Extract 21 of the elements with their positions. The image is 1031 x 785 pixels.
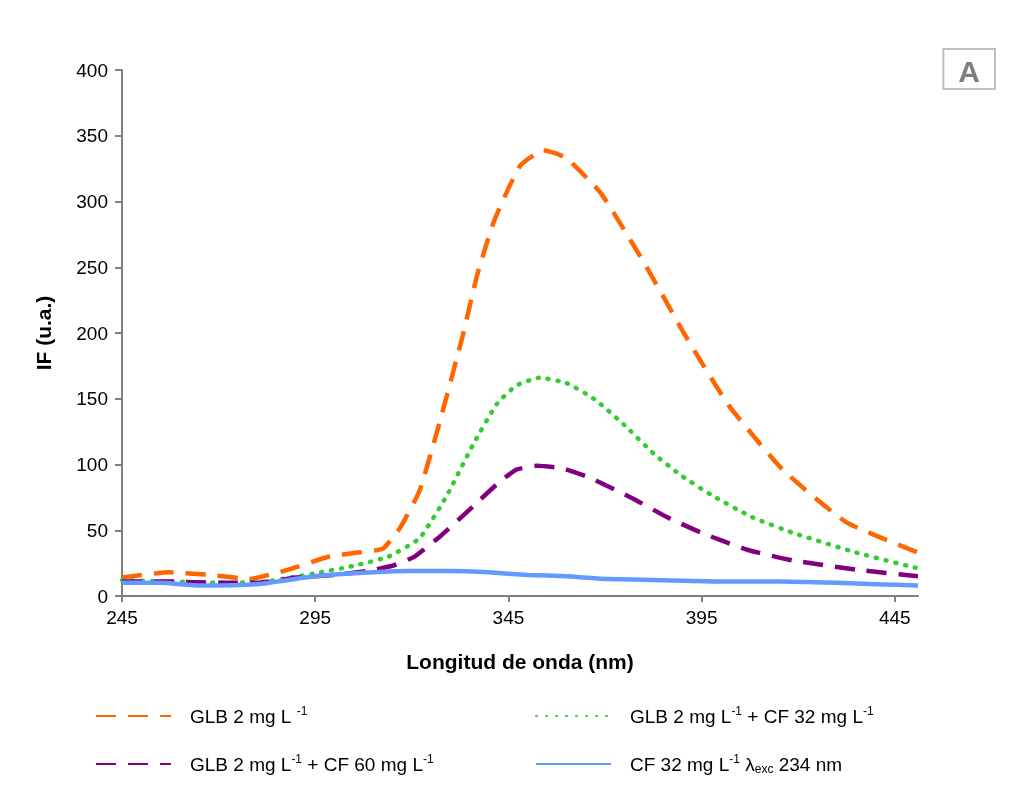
x-axis-title: Longitud de onda (nm) (406, 650, 634, 673)
y-tick-label: 250 (76, 256, 108, 278)
x-tick-label: 245 (106, 607, 138, 628)
x-tick-label: 345 (492, 607, 525, 628)
line-series (119, 375, 921, 586)
x-tick-label: 395 (685, 607, 718, 628)
y-axis-title: IF (u.a.) (32, 295, 55, 371)
x-tick-label: 445 (878, 607, 911, 628)
y-tick-label: 100 (76, 454, 108, 475)
y-tick-label: 50 (86, 519, 108, 541)
y-tick-label: 350 (76, 125, 108, 147)
y-tick-label: 200 (76, 322, 108, 344)
text: A (958, 54, 981, 88)
y-tick-label: 150 (76, 388, 108, 410)
y-tick-label: 0 (97, 585, 108, 607)
y-tick-label: 400 (76, 59, 108, 81)
y-tick-label: 300 (76, 191, 108, 212)
legend-label: GLB 2 mg L -1 (190, 704, 308, 727)
x-tick-label: 295 (299, 607, 332, 628)
line-series (119, 568, 921, 588)
line-series (119, 463, 921, 586)
